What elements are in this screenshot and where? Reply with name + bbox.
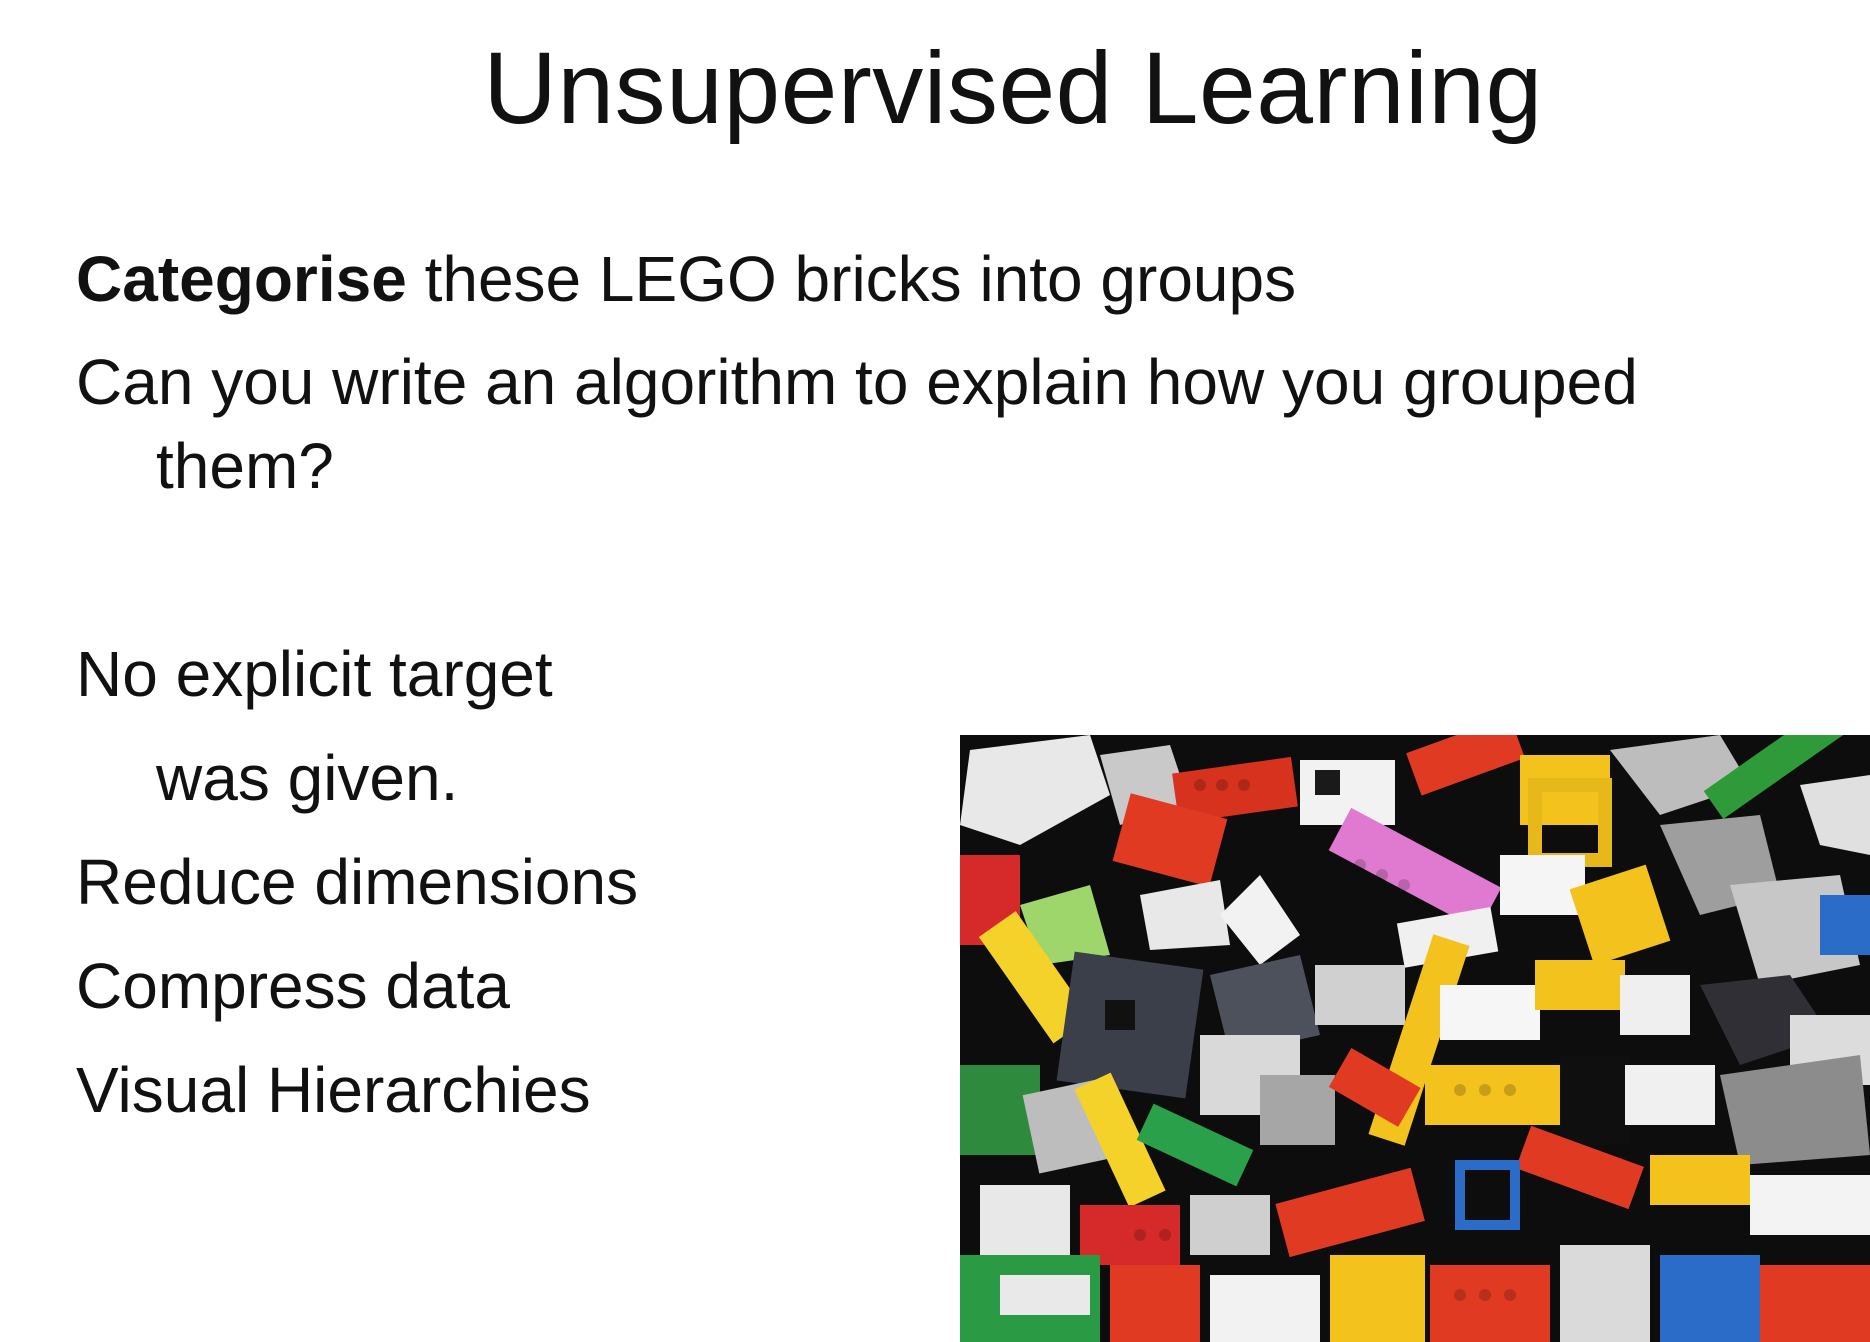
point-compress-data: Compress data [76,950,510,1022]
point-reduce-dimensions: Reduce dimensions [76,846,639,918]
point-no-target: No explicit target [76,638,553,710]
point-visual-hierarchies: Visual Hierarchies [76,1054,591,1126]
question-line-1: Can you write an algorithm to explain ho… [76,346,1638,418]
intro-bold-word: Categorise [76,243,407,315]
intro-line: Categorise these LEGO bricks into groups [76,240,1296,318]
lego-pile-illustration [960,735,1870,1342]
point-no-target-cont: was given. [156,742,459,814]
slide-title: Unsupervised Learning [483,31,1543,145]
lego-bricks-photo [960,735,1870,1342]
intro-rest: these LEGO bricks into groups [406,243,1297,315]
question-line-2: them? [156,430,334,502]
